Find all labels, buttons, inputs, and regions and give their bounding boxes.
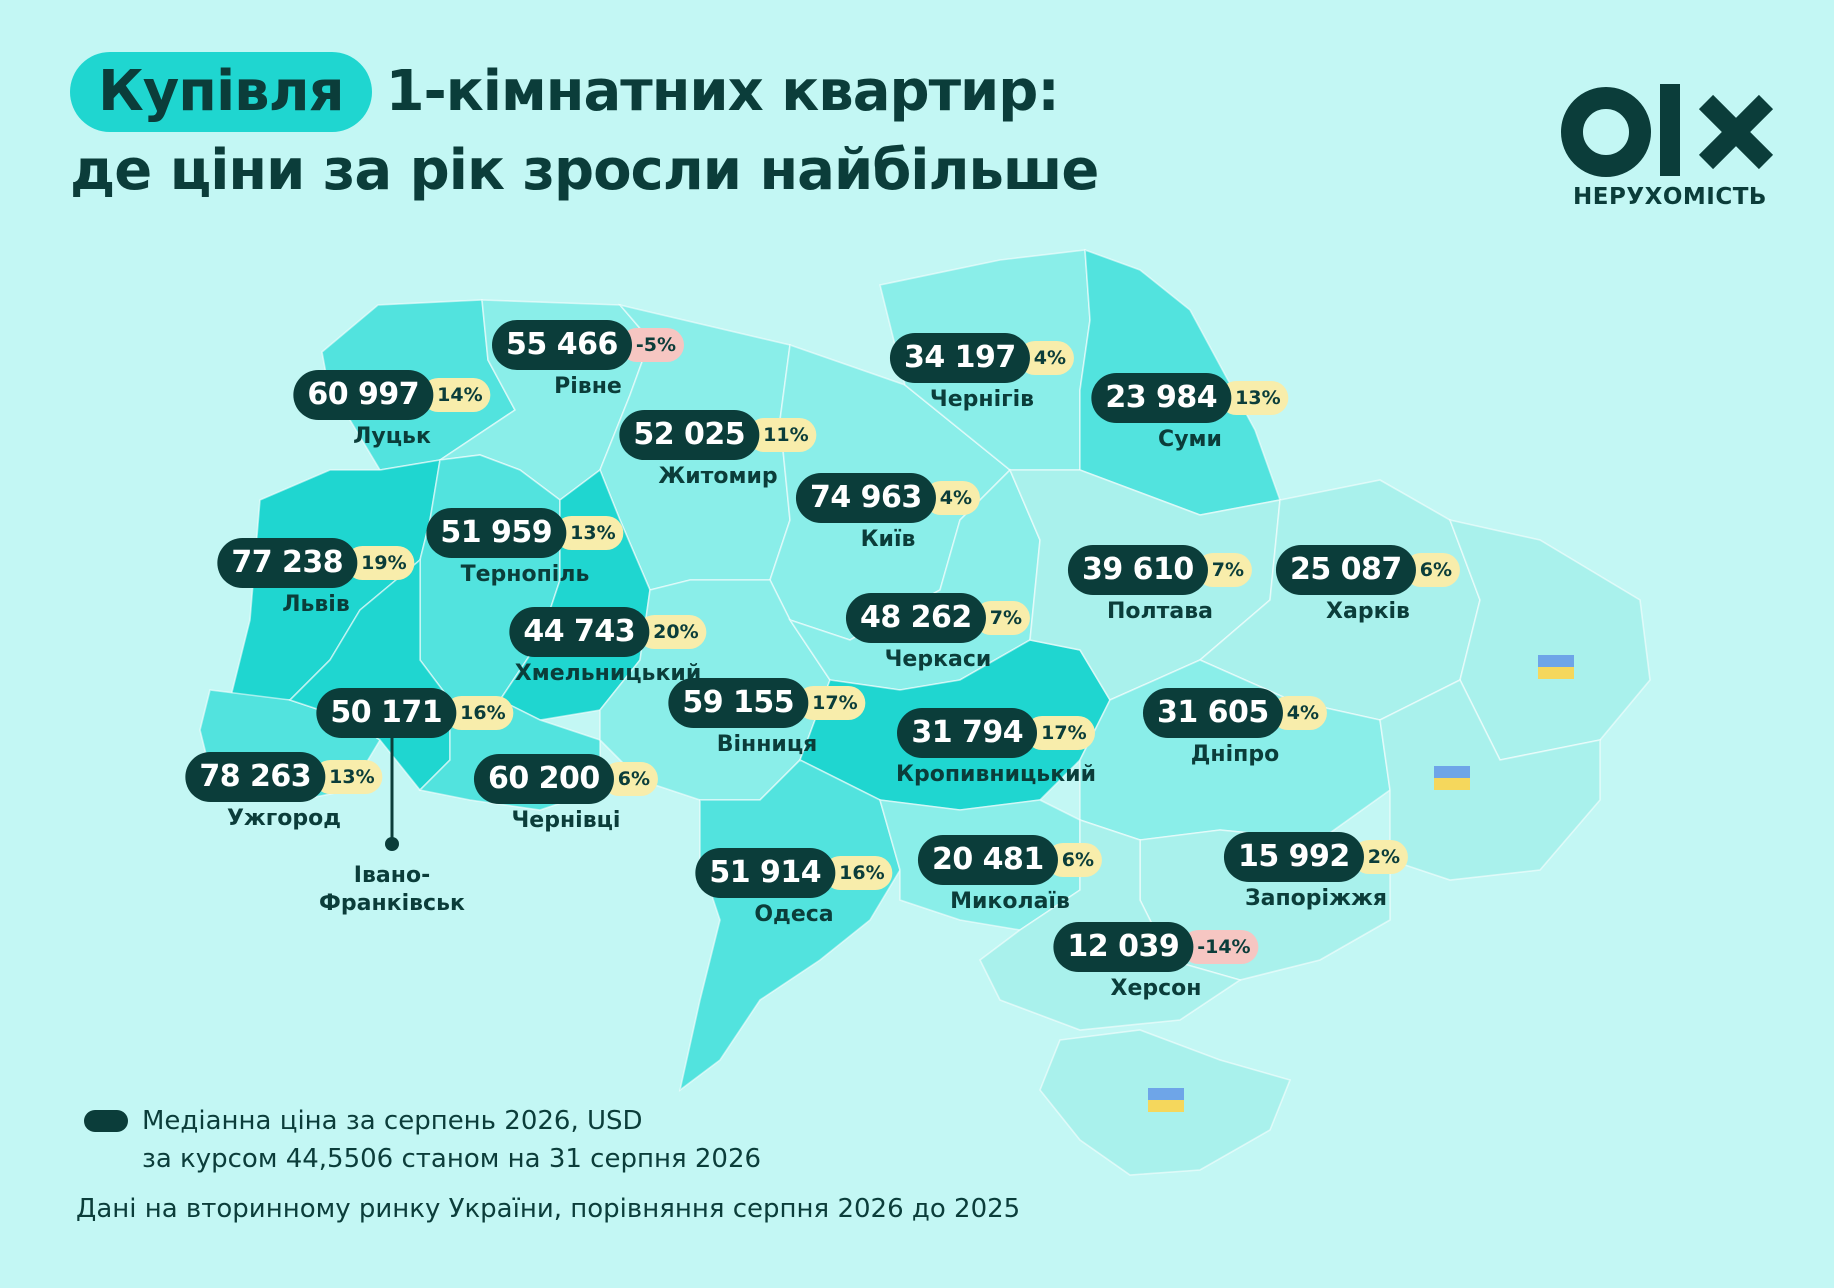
price-pill: 39 610 (1067, 545, 1208, 595)
city-marker-kharkiv: 25 087 6% Харків (1275, 545, 1461, 625)
city-marker-kropyvnytskyi: 31 794 17% Кропивницький (896, 708, 1096, 788)
price-pill: 74 963 (795, 473, 936, 523)
price-pill: 60 997 (293, 370, 434, 420)
city-label: Львів (282, 592, 350, 617)
ukraine-flag-icon (1148, 1088, 1184, 1112)
city-marker-kyiv: 74 963 4% Київ (795, 473, 981, 553)
legend-swatch (84, 1110, 128, 1132)
price-pill: 25 087 (1275, 545, 1416, 595)
ivano-frankivsk-pointer-dot (385, 837, 399, 851)
change-badge: -14% (1181, 930, 1259, 964)
region-donetsk (1379, 678, 1601, 881)
logo-text: НЕРУХОМІСТЬ (1573, 184, 1767, 210)
price-pill: 31 605 (1142, 688, 1283, 738)
city-label: Вінниця (716, 732, 818, 757)
price-pill: 55 466 (492, 320, 632, 370)
city-marker-odesa: 51 914 16% Одеса (695, 848, 893, 928)
change-badge: 17% (796, 686, 866, 720)
city-marker-poltava: 39 610 7% Полтава (1067, 545, 1253, 625)
city-marker-vinnytsia: 59 155 17% Вінниця (668, 678, 866, 758)
price-pill: 34 197 (889, 333, 1030, 383)
title-line-1: Купівля 1-кімнатних квартир: (70, 52, 1098, 132)
legend: Медіанна ціна за серпень 2026, USD за ку… (84, 1102, 761, 1178)
price-pill: 15 992 (1223, 832, 1364, 882)
city-label: Житомир (658, 464, 778, 489)
legend-line-2: за курсом 44,5506 станом на 31 серпня 20… (142, 1144, 762, 1174)
city-marker-chernivtsi: 60 200 6% Чернівці (473, 754, 659, 834)
city-marker-khmelnytskyi: 44 743 20% Хмельницький (509, 607, 707, 687)
ukraine-flag-icon (1538, 655, 1574, 679)
city-label: Тернопіль (460, 562, 590, 587)
city-label-ivano-frankivsk: Івано- Франківськ (292, 862, 492, 918)
city-label: Дніпро (1190, 742, 1280, 767)
city-marker-ivano-frankivsk: 50 171 16% (316, 688, 514, 738)
price-pill: 51 914 (695, 848, 836, 898)
city-label: Полтава (1106, 599, 1213, 624)
ukraine-flag-icon (1434, 766, 1470, 790)
city-label: Харків (1326, 599, 1410, 624)
city-label-line-1: Івано- (353, 863, 431, 888)
price-pill: 77 238 (217, 538, 358, 588)
price-pill: 20 481 (917, 835, 1058, 885)
change-badge: 13% (554, 516, 624, 550)
price-pill: 60 200 (473, 754, 614, 804)
legend-line-1: Медіанна ціна за серпень 2026, USD (142, 1106, 643, 1136)
price-pill: 23 984 (1091, 373, 1232, 423)
olx-logo: НЕРУХОМІСТЬ (1560, 80, 1780, 225)
price-pill: 48 262 (845, 593, 986, 643)
city-label: Чернігів (929, 387, 1035, 412)
city-marker-lutsk: 60 997 14% Луцьк (293, 370, 491, 450)
change-badge: -5% (619, 328, 684, 362)
price-pill: 12 039 (1053, 922, 1194, 972)
city-marker-mykolaiv: 20 481 6% Миколаїв (917, 835, 1103, 915)
title-line-2: де ціни за рік зросли найбільше (70, 138, 1099, 203)
city-label: Луцьк (353, 424, 431, 449)
price-pill: 59 155 (668, 678, 809, 728)
city-marker-lviv: 77 238 19% Львів (217, 538, 415, 618)
price-pill: 50 171 (316, 688, 457, 738)
title-line-1-rest: 1-кімнатних квартир: (385, 59, 1060, 124)
title-highlight: Купівля (70, 52, 372, 132)
city-label: Херсон (1110, 976, 1202, 1001)
city-label: Миколаїв (950, 889, 1070, 914)
city-label: Ужгород (226, 806, 342, 831)
price-pill: 31 794 (897, 708, 1038, 758)
price-pill: 52 025 (619, 410, 760, 460)
city-label-line-2: Франківськ (319, 891, 465, 916)
city-marker-dnipro: 31 605 4% Дніпро (1142, 688, 1328, 768)
city-label: Чернівці (511, 808, 621, 833)
city-label: Кропивницький (896, 762, 1096, 787)
price-pill: 51 959 (426, 508, 567, 558)
olx-logo-icon (1561, 84, 1774, 177)
change-badge: 11% (747, 418, 817, 452)
city-label: Київ (860, 527, 916, 552)
city-label: Рівне (554, 374, 622, 399)
city-label: Одеса (754, 902, 834, 927)
city-marker-zhytomyr: 52 025 11% Житомир (619, 410, 817, 490)
city-label: Суми (1158, 427, 1222, 452)
title-block: Купівля 1-кімнатних квартир: де ціни за р… (70, 52, 1099, 210)
city-marker-uzhhorod: 78 263 13% Ужгород (185, 752, 383, 832)
change-badge: 4% (1017, 341, 1075, 375)
city-marker-rivne: 55 466 -5% Рівне (492, 320, 684, 400)
city-marker-cherkasy: 48 262 7% Черкаси (845, 593, 1031, 673)
region-odesa (678, 759, 901, 1092)
footnote: Дані на вторинному ринку України, порівн… (76, 1194, 1021, 1224)
city-marker-zaporizhzhia: 15 992 2% Запоріжжя (1223, 832, 1409, 912)
city-marker-sumy: 23 984 13% Суми (1091, 373, 1289, 453)
city-marker-kherson: 12 039 -14% Херсон (1053, 922, 1259, 1002)
city-label: Черкаси (884, 647, 992, 672)
city-marker-chernihiv: 34 197 4% Чернігів (889, 333, 1075, 413)
price-pill: 44 743 (509, 607, 650, 657)
city-marker-ternopil: 51 959 13% Тернопіль (426, 508, 624, 588)
city-label: Хмельницький (514, 661, 702, 686)
city-label: Запоріжжя (1245, 886, 1387, 911)
price-pill: 78 263 (185, 752, 326, 802)
